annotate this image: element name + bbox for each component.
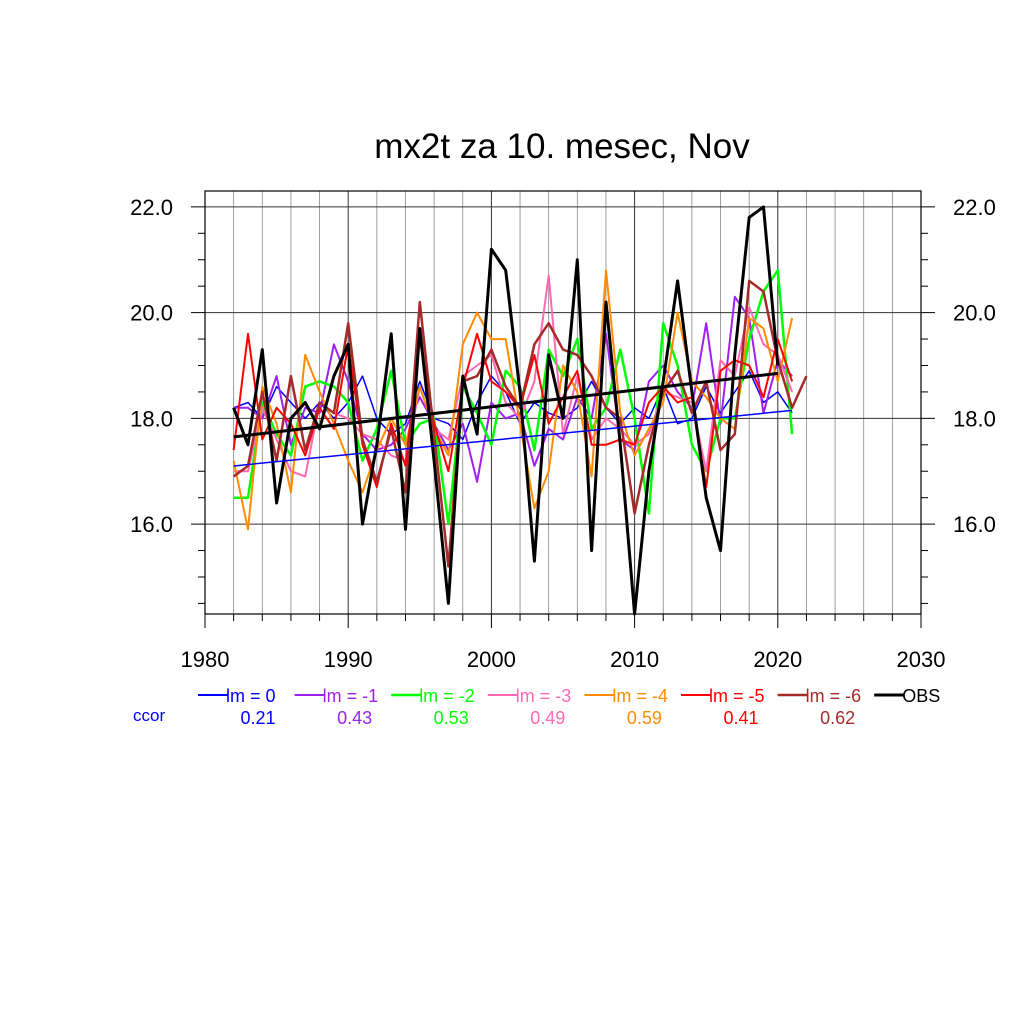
x-tick-label: 2010 [610,647,659,672]
legend-label: lm = -5 [709,686,765,706]
legend-label: lm = -6 [806,686,862,706]
series-layer [232,205,808,616]
legend-label: lm = -3 [516,686,572,706]
x-tick-label: 2020 [753,647,802,672]
ccor-value: 0.41 [723,708,758,728]
y-tick-label-left: 16.0 [130,512,173,537]
legend-label: lm = 0 [226,686,276,706]
plot-frame [204,190,922,615]
x-tick-label: 1980 [181,647,230,672]
y-tick-label-left: 22.0 [130,195,173,220]
ccor-value: 0.53 [434,708,469,728]
y-tick-label-right: 18.0 [953,406,996,431]
y-tick-label-left: 18.0 [130,406,173,431]
ccor-value: 0.43 [337,708,372,728]
x-tick-label: 1990 [324,647,373,672]
y-tick-label-right: 22.0 [953,195,996,220]
ccor-value: 0.49 [530,708,565,728]
axis-ticks [191,206,935,628]
x-tick-label: 2030 [897,647,946,672]
series-line-1 [233,295,793,483]
legend-label: OBS [902,686,940,706]
trend-line-0 [233,409,793,467]
ccor-value: 0.21 [240,708,275,728]
y-tick-label-left: 20.0 [130,301,173,326]
y-tick-label-right: 16.0 [953,512,996,537]
ccor-value: 0.62 [820,708,855,728]
legend-label: lm = -4 [612,686,668,706]
y-tick-label-right: 20.0 [953,301,996,326]
legend-label: lm = -1 [323,686,379,706]
legend-label: lm = -2 [419,686,475,706]
series-line-7 [232,205,780,616]
x-tick-label: 2000 [467,647,516,672]
ccor-label: ccor [133,706,165,725]
tick-labels: 1980 1990 2000 2010 2020 2030 16.0 16.0 18.0 18.0… [130,195,996,672]
ccor-value: 0.59 [627,708,662,728]
chart-title: mx2t za 10. mesec, Nov [374,127,750,166]
trend-line-1 [233,371,778,439]
series-line-0 [233,370,793,441]
